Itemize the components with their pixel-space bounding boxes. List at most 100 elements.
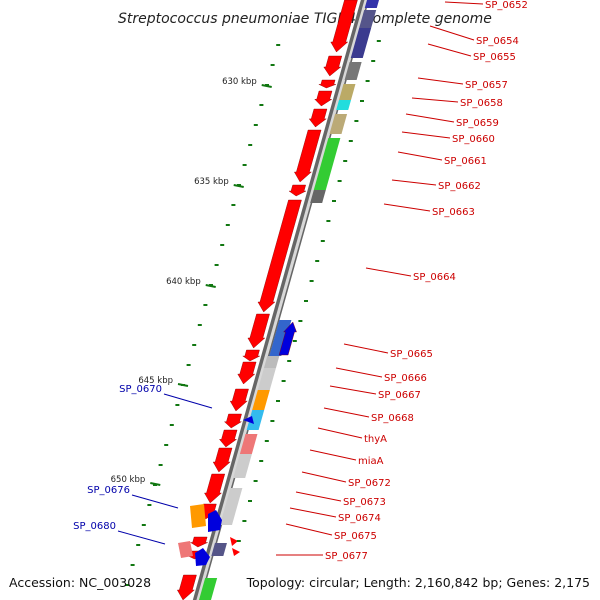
- category-box-7: [329, 114, 348, 134]
- inner-tick: [343, 160, 348, 162]
- forward-gene-small-2: [232, 548, 240, 556]
- label-leader-line: [301, 471, 347, 483]
- label-leader-line: [317, 427, 363, 439]
- gene-label-forward: SP_0677: [325, 551, 368, 562]
- category-box-12: [257, 368, 276, 390]
- reverse-gene-0676: [208, 510, 222, 532]
- minor-tick: [192, 344, 197, 346]
- forward-gene-6: [293, 129, 322, 183]
- gene-label-forward: SP_0672: [348, 478, 391, 489]
- inner-tick: [309, 280, 314, 282]
- tick-label: 640 kbp: [166, 277, 201, 287]
- tick-label: 645 kbp: [138, 376, 173, 386]
- gene-label-forward: SP_0668: [371, 413, 414, 424]
- forward-gene-12: [229, 388, 249, 412]
- category-box-0676: [190, 504, 206, 528]
- inner-tick: [376, 40, 381, 42]
- gene-label-forward: thyA: [364, 434, 387, 445]
- forward-gene-16: [204, 473, 226, 504]
- gene-label-forward: SP_0654: [476, 36, 519, 47]
- gene-label-forward: SP_0652: [485, 0, 528, 11]
- forward-gene-4: [314, 90, 333, 107]
- inner-tick: [298, 320, 303, 322]
- major-tick: [205, 284, 216, 288]
- map-title: Streptococcus pneumoniae TIGR4, complete…: [118, 11, 492, 27]
- forward-gene-7: [288, 184, 307, 197]
- forward-gene-11: [237, 361, 257, 385]
- gene-label-reverse: SP_0680: [73, 521, 116, 532]
- minor-tick: [186, 364, 191, 366]
- category-box-17: [220, 488, 243, 525]
- inner-tick: [281, 380, 286, 382]
- backbone-highlight: [196, 0, 368, 600]
- minor-tick: [169, 424, 174, 426]
- forward-gene-13: [223, 413, 243, 429]
- forward-gene-18: [189, 536, 208, 548]
- inner-tick: [320, 240, 325, 242]
- reverse-gene-0670: [243, 416, 254, 424]
- category-box-14: [246, 410, 265, 430]
- topology-text: Topology: circular; Length: 2,160,842 bp…: [246, 575, 590, 590]
- minor-tick: [231, 204, 236, 206]
- label-leader-line: [285, 523, 333, 536]
- inner-tick: [315, 260, 320, 262]
- major-tick: [150, 482, 161, 486]
- minor-tick: [203, 304, 208, 306]
- gene-label-forward: SP_0660: [452, 134, 495, 145]
- label-leader-line: [289, 507, 337, 518]
- inner-tick: [365, 80, 370, 82]
- forward-gene-15: [212, 447, 233, 473]
- gene-label-forward: SP_0658: [460, 98, 503, 109]
- minor-tick: [265, 84, 269, 86]
- tick-marks: 630 kbp 635 kbp 640 kbp 645 kbp 650 kbp: [111, 44, 281, 586]
- inner-tick: [332, 200, 336, 202]
- minor-tick: [125, 584, 129, 586]
- gene-label-reverse: SP_0670: [119, 384, 162, 395]
- label-leader-line: [444, 1, 484, 5]
- minor-tick: [130, 564, 135, 566]
- inner-tick: [326, 220, 331, 222]
- inner-tick: [270, 420, 275, 422]
- minor-tick: [164, 444, 169, 446]
- inner-tick: [276, 400, 280, 402]
- forward-gene-5: [308, 108, 328, 128]
- category-box-4: [344, 62, 362, 80]
- label-leader-line: [343, 343, 389, 354]
- label-leader-line: [323, 407, 370, 418]
- gene-label-forward: SP_0675: [334, 531, 377, 542]
- gene-label-forward: SP_0663: [432, 207, 475, 218]
- inner-tick: [236, 540, 241, 542]
- minor-tick: [153, 484, 157, 486]
- minor-tick: [197, 324, 202, 326]
- category-box-13: [252, 390, 270, 410]
- label-leader-line: [417, 77, 464, 85]
- forward-gene-9: [247, 313, 270, 349]
- gene-label-forward: SP_0673: [343, 497, 386, 508]
- minor-tick: [214, 264, 219, 266]
- label-leader-line: [391, 179, 437, 186]
- category-box-0680: [178, 541, 193, 558]
- category-box-6: [336, 100, 351, 110]
- inner-tick: [264, 440, 269, 442]
- label-leader-line: [429, 25, 475, 41]
- label-leader-line: [309, 449, 357, 461]
- label-leader-line: [295, 491, 342, 502]
- gene-label-forward: SP_0666: [384, 373, 427, 384]
- gene-label-forward: SP_0662: [438, 181, 481, 192]
- inner-tick: [292, 340, 297, 342]
- inner-tick: [287, 360, 292, 362]
- gene-features: [176, 0, 381, 600]
- minor-tick: [220, 244, 225, 246]
- label-leader-line: [163, 393, 213, 409]
- category-box-15: [239, 434, 258, 454]
- tick-label: 635 kbp: [194, 177, 229, 187]
- label-leader-line: [365, 267, 412, 277]
- gene-label-forward: SP_0657: [465, 80, 508, 91]
- major-tick: [261, 84, 272, 88]
- minor-tick: [225, 224, 230, 226]
- inner-tick: [337, 180, 342, 182]
- minor-tick: [253, 124, 258, 126]
- forward-gene-3: [318, 79, 336, 89]
- reverse-gene-0680: [195, 548, 210, 566]
- minor-tick: [270, 64, 275, 66]
